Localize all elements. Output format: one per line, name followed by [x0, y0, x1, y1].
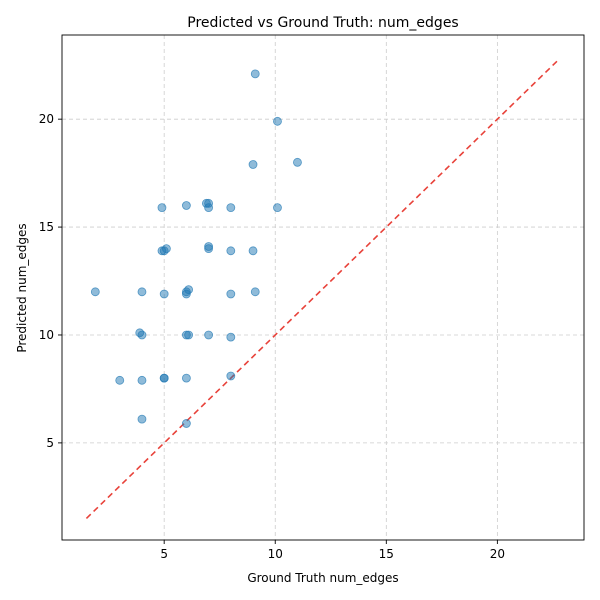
data-point: [226, 289, 236, 299]
data-point: [137, 375, 147, 385]
data-point: [248, 246, 258, 256]
data-point: [159, 373, 169, 383]
data-point: [248, 160, 258, 169]
data-point: [184, 330, 194, 340]
data-point: [181, 201, 191, 210]
data-point: [115, 375, 125, 385]
data-point: [137, 287, 147, 297]
y-tick-label: 15: [39, 220, 54, 234]
data-point: [181, 373, 191, 383]
data-point: [226, 332, 236, 342]
data-point: [137, 414, 147, 424]
data-point: [159, 246, 169, 256]
data-point: [159, 289, 169, 299]
data-point: [250, 287, 260, 297]
data-point: [226, 203, 236, 213]
y-tick-label: 5: [46, 436, 54, 450]
y-tick-label: 10: [39, 328, 54, 342]
x-tick-label: 20: [490, 547, 505, 561]
x-tick-label: 10: [268, 547, 283, 561]
data-point: [157, 203, 167, 213]
data-point: [90, 287, 100, 297]
data-point: [273, 116, 282, 126]
x-tick-label: 5: [160, 547, 168, 561]
data-point: [293, 157, 302, 167]
chart-title: Predicted vs Ground Truth: num_edges: [187, 15, 458, 31]
x-axis-label: Ground Truth num_edges: [247, 571, 398, 585]
data-point: [181, 289, 191, 299]
x-tick-label: 15: [379, 547, 394, 561]
x-axis-ticks: 5 10 15 20: [160, 540, 505, 561]
data-point: [137, 330, 147, 340]
data-point: [226, 371, 236, 381]
data-point: [250, 69, 260, 79]
plot-frame: [61, 34, 585, 541]
data-point: [204, 330, 214, 340]
data-point: [204, 242, 214, 251]
y-axis-ticks: 5 10 15 20: [39, 112, 62, 450]
y-tick-label: 20: [39, 112, 54, 126]
data-point: [273, 203, 282, 213]
data-points: [90, 69, 302, 428]
data-point: [226, 246, 236, 256]
data-point: [204, 203, 214, 213]
y-axis-label: Predicted num_edges: [15, 223, 29, 352]
data-point: [181, 419, 191, 428]
